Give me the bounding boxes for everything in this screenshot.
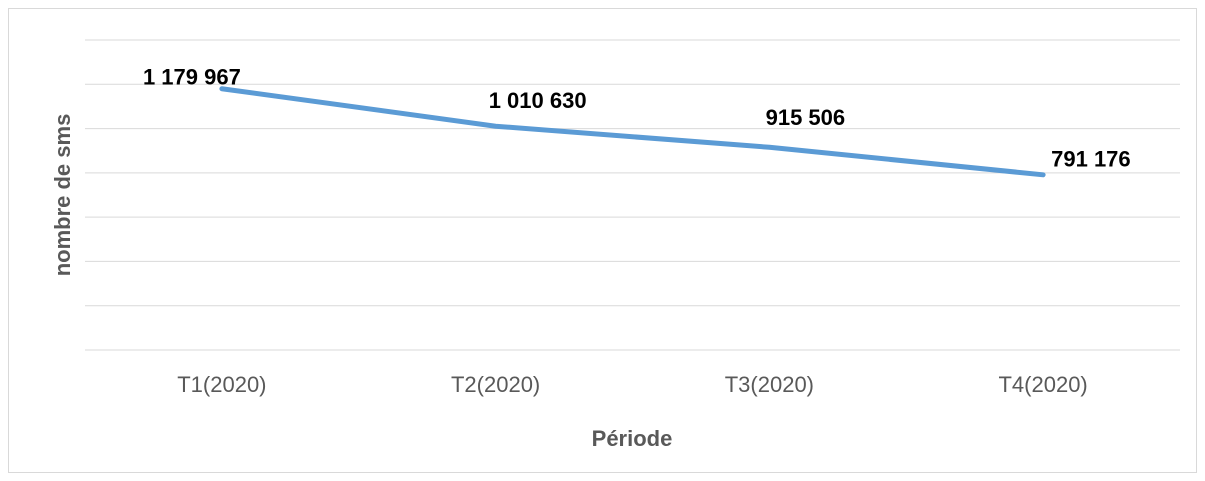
data-label: 1 010 630 xyxy=(489,88,587,113)
x-axis-title: Période xyxy=(592,426,673,451)
data-label: 915 506 xyxy=(766,105,846,130)
data-line xyxy=(219,86,1046,178)
y-axis-title: nombre de sms xyxy=(50,114,75,277)
data-label: 1 179 967 xyxy=(143,65,241,90)
chart-border xyxy=(8,8,1197,473)
x-tick-label: T1(2020) xyxy=(177,372,266,397)
x-tick-label: T2(2020) xyxy=(451,372,540,397)
x-tick-label: T3(2020) xyxy=(725,372,814,397)
x-tick-label: T4(2020) xyxy=(998,372,1087,397)
data-label: 791 176 xyxy=(1051,147,1131,172)
